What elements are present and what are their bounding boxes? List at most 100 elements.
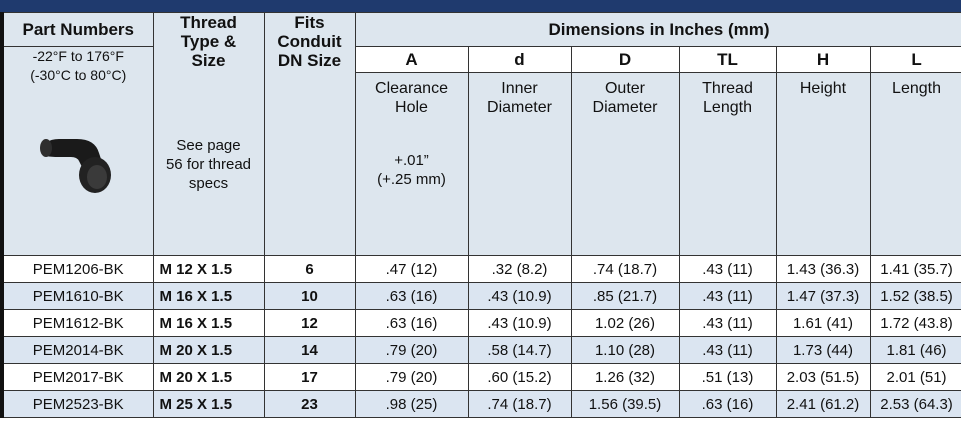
data-cell: PEM1610-BK [2,283,153,310]
data-cell: 1.47 (37.3) [776,283,870,310]
data-cell: 1.73 (44) [776,337,870,364]
description-line: Length [871,79,961,98]
data-cell: 1.26 (32) [571,364,679,391]
data-cell: .98 (25) [355,391,468,418]
tolerance: +.01”(+.25 mm) [356,151,468,189]
data-cell: .74 (18.7) [571,256,679,283]
header-text: Thread [154,13,264,32]
data-cell: M 16 X 1.5 [153,283,264,310]
tolerance-line: (+.25 mm) [356,170,468,189]
description-line: Inner [469,79,571,98]
note-line: specs [154,174,264,193]
data-cell: .47 (12) [355,256,468,283]
data-cell: .60 (15.2) [468,364,571,391]
data-cell: .43 (10.9) [468,283,571,310]
symbol: H [776,47,870,73]
data-cell: .51 (13) [679,364,776,391]
data-cell: .43 (10.9) [468,310,571,337]
data-cell: .32 (8.2) [468,256,571,283]
data-cell: .58 (14.7) [468,337,571,364]
header-cell: Part Numbers [2,13,153,47]
note-line: See page [154,136,264,155]
data-cell: 2.41 (61.2) [776,391,870,418]
data-cell: PEM1612-BK [2,310,153,337]
data-cell: .43 (11) [679,310,776,337]
symbol: L [870,47,961,73]
description: Height [776,73,870,256]
description-line: Clearance [356,79,468,98]
symbol: D [571,47,679,73]
data-cell: .63 (16) [355,310,468,337]
data-cell: M 16 X 1.5 [153,310,264,337]
data-row: PEM1206-BKM 12 X 1.56.47 (12).32 (8.2).7… [2,256,961,283]
data-cell: 2.53 (64.3) [870,391,961,418]
data-cell: .74 (18.7) [468,391,571,418]
header-text: Type & [154,32,264,51]
data-cell: 14 [264,337,355,364]
data-cell: 1.02 (26) [571,310,679,337]
description-line: Hole [356,98,468,117]
symbol: d [468,47,571,73]
temperature: -22°F to 176°F(-30°C to 80°C) [4,47,153,85]
data-cell: 1.61 (41) [776,310,870,337]
header-text: Fits [265,13,355,32]
description-text: Height [777,79,870,98]
description-line: Diameter [572,98,679,117]
data-cell: .79 (20) [355,337,468,364]
data-cell: .43 (11) [679,283,776,310]
data-cell: 1.56 (39.5) [571,391,679,418]
description-line: Height [777,79,870,98]
data-cell: .63 (16) [679,391,776,418]
temp-cell: -22°F to 176°F(-30°C to 80°C) [2,47,153,256]
page: Part NumbersThreadType &SizeSee page56 f… [0,0,961,433]
tolerance-line: +.01” [356,151,468,170]
description-text: Length [871,79,961,98]
data-cell: 1.41 (35.7) [870,256,961,283]
data-cell: PEM2014-BK [2,337,153,364]
description-line: Diameter [469,98,571,117]
description-line: Thread [680,79,776,98]
data-cell: 1.10 (28) [571,337,679,364]
data-cell: M 12 X 1.5 [153,256,264,283]
data-cell: M 25 X 1.5 [153,391,264,418]
data-cell: 1.72 (43.8) [870,310,961,337]
data-cell: 6 [264,256,355,283]
data-cell: .85 (21.7) [571,283,679,310]
data-cell: 2.03 (51.5) [776,364,870,391]
data-cell: 17 [264,364,355,391]
note-line: 56 for thread [154,155,264,174]
data-cell: M 20 X 1.5 [153,364,264,391]
header-cell: Dimensions in Inches (mm) [355,13,961,47]
data-cell: 10 [264,283,355,310]
data-cell: .79 (20) [355,364,468,391]
symbol: TL [679,47,776,73]
header-text: Conduit [265,32,355,51]
description-line: Outer [572,79,679,98]
header-text: Size [154,51,264,70]
data-cell: .43 (11) [679,256,776,283]
data-cell: 2.01 (51) [870,364,961,391]
title-bar [0,0,961,12]
data-cell: 1.52 (38.5) [870,283,961,310]
data-cell: PEM2017-BK [2,364,153,391]
data-cell: 1.43 (36.3) [776,256,870,283]
data-cell: 12 [264,310,355,337]
